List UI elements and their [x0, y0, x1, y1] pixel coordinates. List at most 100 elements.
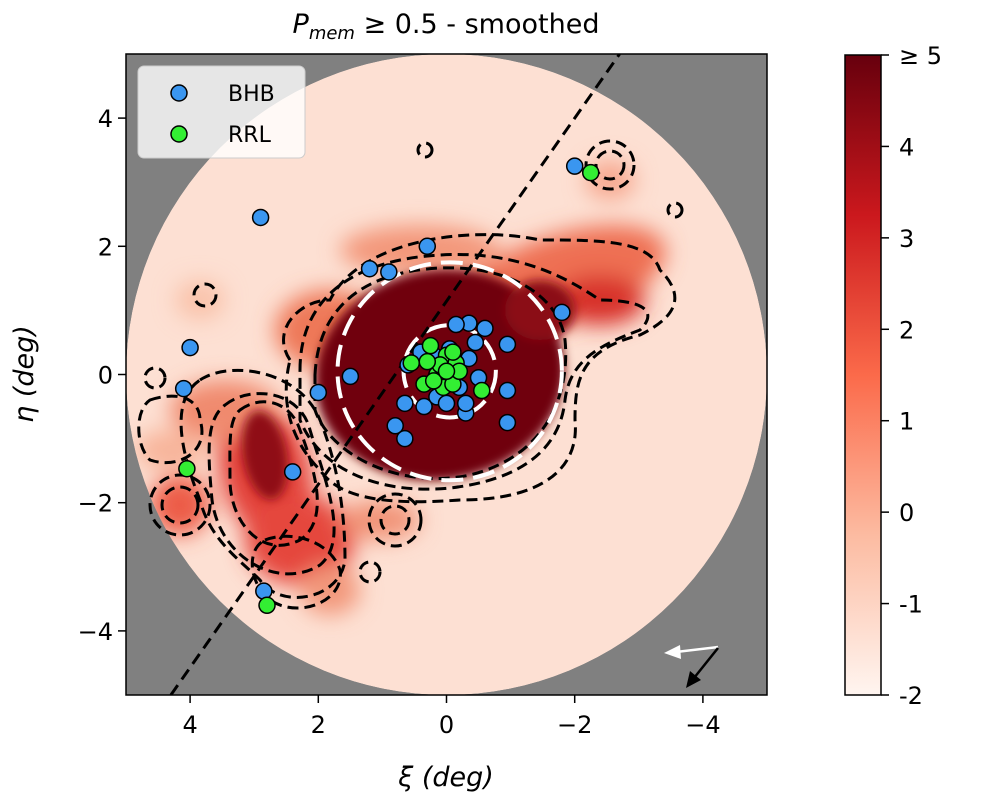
colorbar-tick-label: 0: [899, 499, 914, 527]
bhb-point: [283, 463, 302, 481]
title-sub: mem: [309, 23, 355, 44]
colorbar-tick-label: -1: [899, 591, 923, 619]
bhb-point: [396, 394, 414, 413]
x-axis-unit: (deg): [413, 762, 494, 793]
colorbar: ≥ 5 4 3 2 1 0 -1 -2: [844, 42, 942, 710]
rrl-point: [437, 362, 456, 381]
bhb-point: [251, 208, 270, 227]
rrl-point: [178, 459, 196, 478]
rrl-point: [424, 372, 443, 390]
bhb-point: [181, 338, 199, 357]
contour-line: [584, 139, 636, 191]
bhb-point: [415, 397, 433, 416]
bhb-point: [476, 319, 494, 338]
bhb-point: [456, 394, 475, 413]
y-tick-label: −2: [78, 490, 113, 518]
points-layer: [174, 157, 600, 615]
contour-line: [594, 149, 626, 181]
bhb-point: [498, 381, 517, 400]
bhb-point: [565, 157, 584, 175]
density-core-blob: [241, 410, 289, 500]
x-tick-label: −4: [685, 711, 720, 739]
y-axis: 4 2 0 −2 −4: [78, 105, 126, 646]
legend-label-bhb: BHB: [228, 82, 275, 107]
y-tick-label: −4: [78, 618, 113, 646]
legend-box: [137, 65, 306, 159]
density-contours: [137, 139, 684, 610]
y-axis-unit: (deg): [9, 325, 40, 406]
rrl-point: [473, 381, 491, 400]
x-axis-label: ξ (deg): [397, 762, 494, 793]
density-blob: [300, 565, 360, 615]
legend-marker-rrl: [170, 125, 188, 143]
density-blob: [135, 430, 205, 470]
colorbar-tick-label: 2: [899, 316, 914, 344]
bhb-point: [255, 582, 273, 600]
legend: BHB RRL: [137, 65, 306, 159]
bhb-point: [553, 303, 571, 322]
bhb-point: [418, 237, 437, 256]
rrl-point: [258, 596, 276, 615]
y-axis-symbol: η: [9, 406, 40, 423]
plot-area: [126, 54, 767, 695]
bhb-point: [396, 429, 414, 448]
colorbar-frame: [844, 54, 882, 696]
bhb-point: [437, 394, 456, 413]
colorbar-tick-label: 4: [899, 133, 914, 161]
contour-line: [313, 266, 568, 480]
contour-line: [379, 504, 411, 536]
rrl-point: [418, 352, 437, 371]
major-axis-line: [169, 54, 621, 695]
contour-line: [666, 201, 684, 219]
bhb-point: [174, 379, 193, 398]
bhb-point: [309, 383, 328, 402]
colorbar-tick-label: 1: [899, 408, 914, 436]
y-tick-label: 2: [98, 233, 113, 261]
density-blob: [175, 280, 225, 320]
contour-line: [416, 141, 434, 159]
x-axis: 4 2 0 −2 −4: [182, 695, 721, 739]
x-tick-label: 2: [311, 711, 326, 739]
rrl-point: [402, 354, 420, 372]
x-tick-label: 0: [439, 711, 454, 739]
colorbar-tick-label: -2: [899, 682, 923, 710]
colorbar-gradient: [845, 55, 881, 695]
bhb-point: [466, 333, 485, 352]
rrl-point: [421, 336, 440, 355]
contour-line: [137, 394, 204, 465]
rrl-point: [581, 163, 600, 182]
legend-label-rrl: RRL: [228, 123, 272, 148]
y-tick-label: 0: [98, 362, 113, 390]
contour-line: [179, 368, 347, 599]
black-arrowhead-icon: [686, 671, 701, 688]
x-tick-label: 4: [182, 711, 197, 739]
contour-line: [282, 233, 677, 504]
density-blob: [150, 475, 210, 535]
contour-line: [358, 560, 382, 584]
rrl-point: [444, 343, 462, 361]
contour-line: [207, 392, 336, 576]
contour-line: [192, 282, 218, 308]
colorbar-tick-label: ≥ 5: [899, 42, 942, 70]
y-axis-label: η (deg): [9, 325, 40, 423]
colorbar-ticks: ≥ 5 4 3 2 1 0 -1 -2: [881, 42, 942, 710]
y-tick-label: 4: [98, 105, 113, 133]
contour-line: [228, 400, 319, 547]
x-axis-symbol: ξ: [397, 762, 414, 793]
legend-marker-bhb: [170, 84, 188, 102]
title-rest: ≥ 0.5 - smoothed: [355, 9, 600, 40]
colorbar-tick-label: 3: [899, 225, 914, 253]
bhb-point: [447, 315, 465, 334]
white-arrow-icon: [675, 645, 719, 654]
bhb-point: [380, 263, 398, 281]
contour-line: [160, 485, 200, 525]
chart-title: Pmem ≥ 0.5 - smoothed: [293, 9, 600, 44]
title-main: P: [293, 9, 310, 40]
contour-line: [148, 473, 212, 537]
white-arrowhead-icon: [664, 645, 681, 659]
contour-line: [367, 492, 423, 548]
bhb-point: [386, 417, 404, 435]
bhb-point: [341, 367, 360, 386]
x-tick-label: −2: [557, 711, 592, 739]
